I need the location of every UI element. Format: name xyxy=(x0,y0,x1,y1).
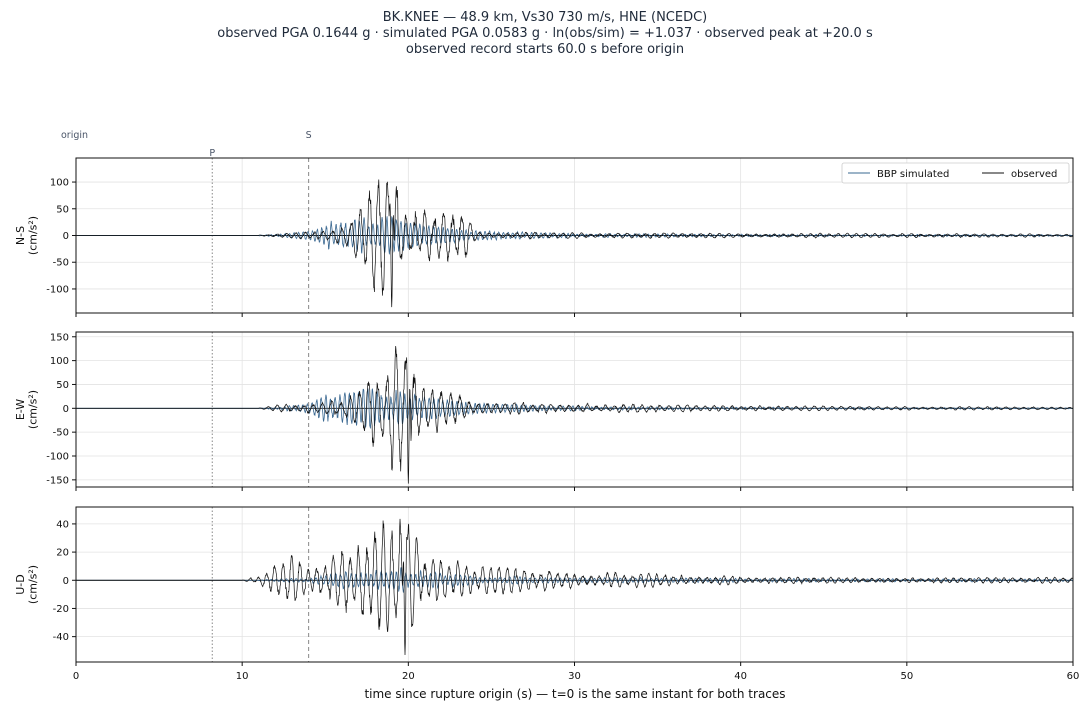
y-axis-label-line: N-S xyxy=(14,226,27,245)
y-tick-label: -100 xyxy=(46,452,69,463)
chart-title-line3: observed record starts 60.0 s before ori… xyxy=(406,42,684,57)
legend-box xyxy=(841,162,1070,184)
legend: BBP simulated observed xyxy=(841,162,1070,184)
y-tick-label: -100 xyxy=(46,284,69,295)
y-tick-label: 50 xyxy=(56,204,69,215)
x-tick-label: 60 xyxy=(1067,671,1080,682)
traces xyxy=(76,518,1073,655)
y-tick-label: 0 xyxy=(63,231,69,242)
y-tick-label: 50 xyxy=(56,380,69,391)
y-tick-label: 100 xyxy=(50,356,69,367)
y-axis-label: N-S(cm/s²) xyxy=(14,216,40,255)
y-tick-label: 0 xyxy=(63,576,69,587)
panel-ns: -100 -50 0 50 100 N-S(cm/s²) BBP simulated obse… xyxy=(14,157,1074,317)
marker-label-s: S xyxy=(306,130,312,141)
y-axis-label-line: (cm/s²) xyxy=(26,390,39,429)
y-tick-label: 40 xyxy=(56,519,69,530)
y-tick-label: 100 xyxy=(50,178,69,189)
legend-label-simulated: BBP simulated xyxy=(877,169,949,180)
marker-label-origin: origin xyxy=(61,130,88,141)
y-axis-label-line: U-D xyxy=(14,574,27,595)
traces xyxy=(76,179,1073,308)
series-observed xyxy=(76,179,1073,308)
panel-ud: -40 -20 0 20 40 0 10 20 30 40 50 60 U-D(cm/s²) xyxy=(14,506,1080,682)
chart-title-line1: BK.KNEE — 48.9 km, Vs30 730 m/s, HNE (NC… xyxy=(383,10,708,25)
y-axis-label-line: (cm/s²) xyxy=(26,216,39,255)
y-tick-label: -50 xyxy=(53,428,69,439)
x-tick-label: 30 xyxy=(568,671,581,682)
y-tick-label: 150 xyxy=(50,332,69,343)
x-tick-label: 10 xyxy=(236,671,249,682)
y-tick-label: -150 xyxy=(46,475,69,486)
panel-ew: -150 -100 -50 0 50 100 150 E-W(cm/s²) xyxy=(14,331,1074,491)
chart-title-line2: observed PGA 0.1644 g · simulated PGA 0.… xyxy=(217,26,873,41)
y-tick-label: -20 xyxy=(53,604,69,615)
y-axis-label: E-W(cm/s²) xyxy=(14,390,40,429)
y-tick-label: -40 xyxy=(53,632,69,643)
marker-label-p: P xyxy=(209,148,215,159)
series-observed xyxy=(76,345,1073,484)
y-tick-label: 20 xyxy=(56,548,69,559)
series-observed xyxy=(76,518,1073,655)
y-axis-label: U-D(cm/s²) xyxy=(14,565,40,604)
y-tick-label: -50 xyxy=(53,258,69,269)
x-axis-label: time since rupture origin (s) — t=0 is t… xyxy=(364,687,785,701)
y-axis-label-line: (cm/s²) xyxy=(26,565,39,604)
x-tick-label: 20 xyxy=(402,671,415,682)
x-tick-label: 50 xyxy=(900,671,913,682)
traces xyxy=(76,345,1073,484)
y-axis-label-line: E-W xyxy=(14,399,27,420)
legend-label-observed: observed xyxy=(1011,169,1057,180)
y-tick-label: 0 xyxy=(63,404,69,415)
x-tick-label: 0 xyxy=(73,671,79,682)
x-tick-label: 40 xyxy=(734,671,747,682)
